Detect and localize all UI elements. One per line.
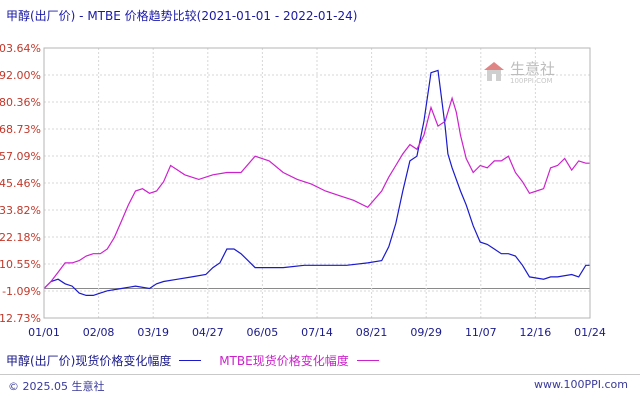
series-line-methanol	[43, 69, 590, 296]
y-tick-label: 45.46%	[0, 177, 41, 190]
x-tick-label: 08/21	[356, 326, 388, 339]
y-tick-label: 57.09%	[0, 150, 41, 163]
y-tick-label: -1.09%	[2, 285, 41, 298]
legend-swatch-methanol	[179, 360, 202, 361]
watermark-brand: 生意社	[510, 60, 555, 78]
y-tick-label: 68.73%	[0, 123, 41, 136]
footer-website-link[interactable]: www.100PPI.com	[534, 378, 628, 391]
x-tick-label: 01/24	[574, 326, 606, 339]
series-line-mtbe	[43, 96, 590, 289]
legend-item-mtbe: MTBE现货价格变化幅度	[219, 352, 379, 369]
y-tick-label: 103.64%	[0, 42, 41, 55]
x-tick-label: 02/08	[83, 326, 115, 339]
watermark-url: 100PPI.COM	[510, 77, 553, 85]
y-tick-label: -12.73%	[0, 312, 41, 325]
legend-item-methanol: 甲醇(出厂价)现货价格变化幅度	[6, 352, 202, 369]
chart-legend: 甲醇(出厂价)现货价格变化幅度 MTBE现货价格变化幅度	[6, 352, 393, 369]
x-tick-label: 04/27	[192, 326, 224, 339]
legend-label-methanol: 甲醇(出厂价)现货价格变化幅度	[6, 354, 172, 368]
legend-swatch-mtbe	[356, 360, 379, 361]
footer-divider	[0, 374, 640, 375]
x-tick-label: 11/07	[465, 326, 497, 339]
footer-copyright: © 2025.05 生意社	[8, 380, 105, 393]
chart-title: 甲醇(出厂价) - MTBE 价格趋势比较(2021-01-01 - 2022-…	[6, 9, 358, 23]
legend-label-mtbe: MTBE现货价格变化幅度	[219, 354, 349, 368]
x-tick-label: 06/05	[247, 326, 279, 339]
x-tick-label: 01/01	[28, 326, 60, 339]
x-tick-label: 12/16	[520, 326, 552, 339]
y-tick-label: 80.36%	[0, 96, 41, 109]
brand-watermark: 生意社 100PPI.COM	[484, 60, 555, 85]
house-icon	[484, 62, 504, 70]
x-tick-label: 07/14	[301, 326, 333, 339]
y-tick-label: 22.18%	[0, 231, 41, 244]
y-tick-label: 92.00%	[0, 69, 41, 82]
y-tick-label: 10.55%	[0, 258, 41, 271]
x-tick-label: 09/29	[410, 326, 442, 339]
x-tick-label: 03/19	[137, 326, 169, 339]
y-tick-label: 33.82%	[0, 204, 41, 217]
